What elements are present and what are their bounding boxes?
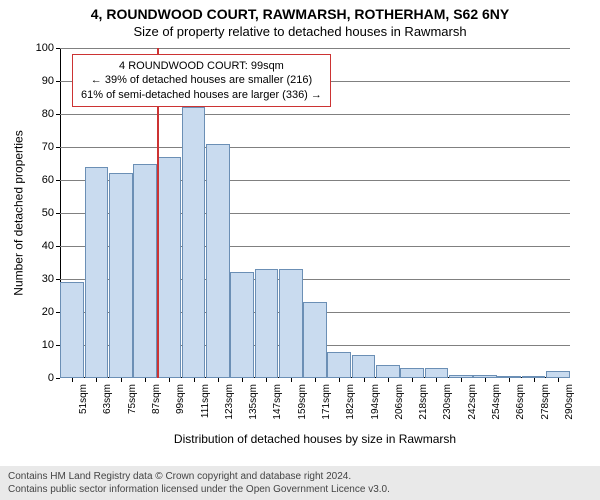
y-tick-label: 20 <box>42 306 60 318</box>
x-tick-mark <box>72 378 73 382</box>
x-tick-label: 218sqm <box>416 384 429 420</box>
page-title: 4, ROUNDWOOD COURT, RAWMARSH, ROTHERHAM,… <box>0 6 600 22</box>
x-tick-label: 147sqm <box>270 384 283 420</box>
histogram-bar <box>230 272 254 378</box>
y-tick-label: 80 <box>42 108 60 120</box>
y-tick-label: 30 <box>42 273 60 285</box>
x-tick-label: 230sqm <box>440 384 453 420</box>
histogram-bar <box>85 167 109 378</box>
x-tick-mark <box>534 378 535 382</box>
x-tick-mark <box>315 378 316 382</box>
info-line-1: 4 ROUNDWOOD COURT: 99sqm <box>81 59 322 73</box>
histogram-bar <box>303 302 327 378</box>
x-tick-mark <box>291 378 292 382</box>
x-tick-mark <box>194 378 195 382</box>
gridline <box>60 48 570 49</box>
x-tick-label: 135sqm <box>246 384 259 420</box>
x-tick-label: 171sqm <box>319 384 332 420</box>
y-axis-label: Number of detached properties <box>12 48 26 378</box>
histogram-bar <box>352 355 376 378</box>
page-subtitle: Size of property relative to detached ho… <box>0 24 600 39</box>
x-tick-label: 123sqm <box>222 384 235 420</box>
footer-line-2: Contains public sector information licen… <box>8 483 592 496</box>
histogram-bar <box>546 371 570 378</box>
y-tick-label: 0 <box>48 372 60 384</box>
x-tick-mark <box>558 378 559 382</box>
histogram-bar <box>157 157 181 378</box>
x-tick-mark <box>121 378 122 382</box>
x-tick-label: 206sqm <box>392 384 405 420</box>
x-tick-mark <box>218 378 219 382</box>
x-tick-mark <box>388 378 389 382</box>
info-box: 4 ROUNDWOOD COURT: 99sqm← 39% of detache… <box>72 54 331 107</box>
x-tick-label: 254sqm <box>489 384 502 420</box>
x-tick-mark <box>339 378 340 382</box>
footer-line-1: Contains HM Land Registry data © Crown c… <box>8 470 592 483</box>
x-tick-label: 75sqm <box>125 384 138 414</box>
histogram-bar <box>255 269 279 378</box>
x-tick-mark <box>242 378 243 382</box>
y-tick-label: 60 <box>42 174 60 186</box>
histogram-bar <box>109 173 133 378</box>
x-tick-label: 242sqm <box>465 384 478 420</box>
x-tick-label: 87sqm <box>149 384 162 414</box>
x-tick-label: 266sqm <box>513 384 526 420</box>
x-tick-label: 278sqm <box>538 384 551 420</box>
histogram-bar <box>327 352 351 378</box>
histogram-bar <box>400 368 424 378</box>
x-tick-label: 111sqm <box>198 384 211 418</box>
histogram-bar <box>182 107 206 378</box>
y-tick-label: 90 <box>42 75 60 87</box>
histogram-bar <box>425 368 449 378</box>
x-tick-mark <box>412 378 413 382</box>
x-tick-label: 51sqm <box>76 384 89 414</box>
x-tick-mark <box>96 378 97 382</box>
histogram-bar <box>206 144 230 378</box>
y-tick-label: 70 <box>42 141 60 153</box>
x-tick-mark <box>364 378 365 382</box>
gridline <box>60 147 570 148</box>
gridline <box>60 114 570 115</box>
x-tick-mark <box>461 378 462 382</box>
histogram-bar <box>60 282 84 378</box>
x-tick-label: 159sqm <box>295 384 308 420</box>
x-tick-label: 290sqm <box>562 384 575 420</box>
x-tick-label: 182sqm <box>343 384 356 420</box>
x-tick-mark <box>485 378 486 382</box>
footer: Contains HM Land Registry data © Crown c… <box>0 466 600 500</box>
y-tick-label: 100 <box>36 42 60 54</box>
plot-area: 010203040506070809010051sqm63sqm75sqm87s… <box>60 48 570 378</box>
y-tick-label: 10 <box>42 339 60 351</box>
histogram-bar <box>376 365 400 378</box>
x-tick-mark <box>266 378 267 382</box>
x-tick-mark <box>169 378 170 382</box>
info-line-2: ← 39% of detached houses are smaller (21… <box>81 73 322 87</box>
y-tick-label: 40 <box>42 240 60 252</box>
x-tick-mark <box>436 378 437 382</box>
x-tick-label: 63sqm <box>100 384 113 414</box>
histogram-bar <box>279 269 303 378</box>
x-tick-label: 99sqm <box>173 384 186 414</box>
x-tick-label: 194sqm <box>368 384 381 420</box>
x-tick-mark <box>509 378 510 382</box>
info-line-3: 61% of semi-detached houses are larger (… <box>81 88 322 102</box>
y-tick-label: 50 <box>42 207 60 219</box>
chart-container: 4, ROUNDWOOD COURT, RAWMARSH, ROTHERHAM,… <box>0 0 600 500</box>
x-axis-label: Distribution of detached houses by size … <box>60 432 570 446</box>
x-tick-mark <box>145 378 146 382</box>
histogram-bar <box>133 164 157 379</box>
